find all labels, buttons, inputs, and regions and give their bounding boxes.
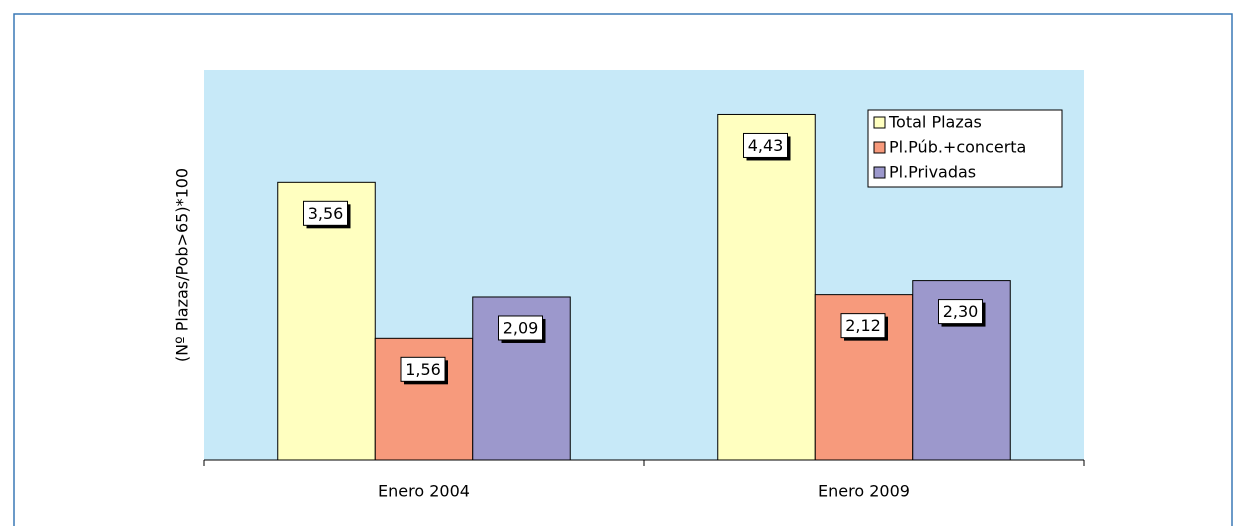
value-label-box (743, 132, 788, 158)
legend-swatch (873, 141, 886, 154)
legend (867, 109, 1063, 188)
value-label-box (303, 200, 348, 226)
value-label: 2,12 (845, 316, 881, 335)
value-label: 3,56 (308, 204, 344, 223)
value-label: 2,09 (503, 318, 539, 337)
legend-label: Pl.Privadas (889, 163, 976, 182)
value-label: 4,43 (748, 136, 784, 155)
legend-label: Pl.Púb.+concerta (889, 138, 1026, 157)
legend-label: Total Plazas (888, 113, 982, 132)
legend-swatch (873, 116, 886, 129)
value-label-box (400, 356, 446, 382)
value-label-box (938, 299, 983, 325)
legend-swatch (873, 166, 886, 179)
bar (277, 181, 376, 461)
value-label-box (840, 313, 886, 339)
x-tick-label: Enero 2009 (818, 482, 910, 501)
value-label: 2,30 (943, 302, 979, 321)
y-axis-label: (Nº Plazas/Pob>65)*100 (173, 168, 192, 362)
bar (374, 337, 474, 461)
value-label-box (498, 315, 543, 341)
value-label: 1,56 (405, 360, 441, 379)
bar (717, 113, 816, 461)
x-tick-label: Enero 2004 (378, 482, 470, 501)
